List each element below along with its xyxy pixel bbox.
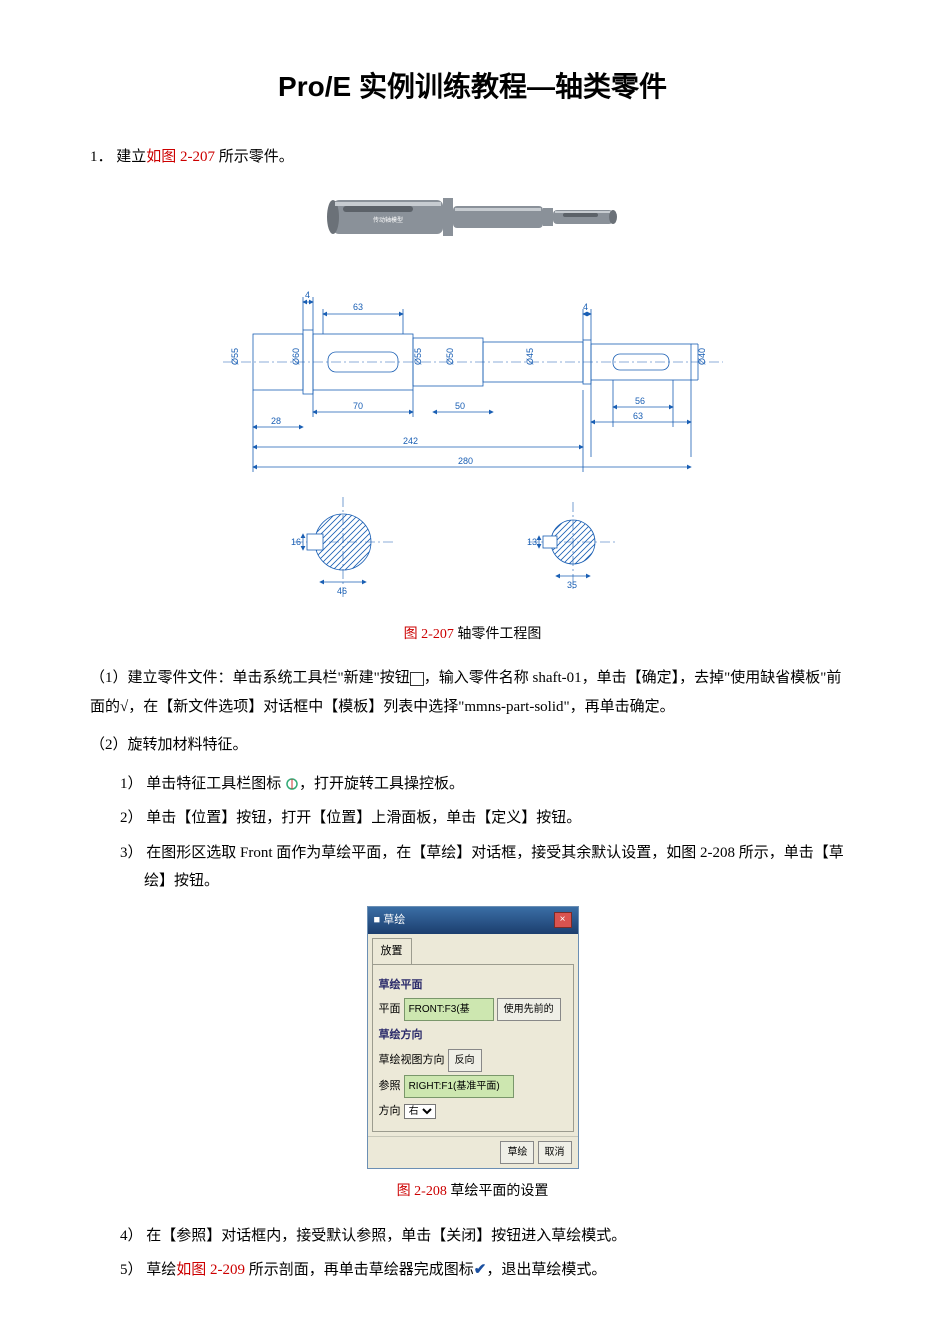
- step2-substeps: 1） 单击特征工具栏图标 ，打开旋转工具操控板。 2） 单击【位置】按钮，打开【…: [90, 770, 855, 896]
- shaft-3d-svg: 传动轴模型: [313, 182, 633, 252]
- s2-5-a: 5） 草绘: [120, 1262, 176, 1278]
- fig207-caption: 图 2-207 轴零件工程图: [90, 622, 855, 649]
- intro-figref: 如图 2-207: [146, 149, 215, 165]
- dlg-tabs: 放置: [368, 934, 578, 964]
- dlg-titlebar: ■ 草绘 ×: [368, 907, 578, 934]
- dim-280: 280: [458, 456, 473, 466]
- s2-4: 4） 在【参照】对话框内，接受默认参照，单击【关闭】按钮进入草绘模式。: [120, 1222, 855, 1251]
- dim-d50: Ø50: [445, 348, 455, 365]
- intro-num: 1．: [90, 149, 113, 165]
- fig207-caption-rest: 轴零件工程图: [454, 627, 542, 642]
- eng-drawing-svg: 4 63 4 Ø55 Ø60 Ø55 Ø50 Ø45 Ø40 70 50 56: [193, 262, 753, 612]
- fig208-caption: 图 2-208 草绘平面的设置: [90, 1179, 855, 1206]
- s2-5: 5） 草绘如图 2-209 所示剖面，再单击草绘器完成图标✔，退出草绘模式。: [120, 1256, 855, 1285]
- dim-56: 56: [635, 396, 645, 406]
- dlg-title: 草绘: [383, 914, 405, 926]
- select-dir[interactable]: 右: [404, 1104, 436, 1119]
- row-dir: 方向 右: [379, 1101, 567, 1122]
- dim-d40: Ø40: [697, 348, 707, 365]
- s2-1-a: 1） 单击特征工具栏图标: [120, 776, 281, 792]
- sketch-dialog: ■ 草绘 × 放置 草绘平面 平面 FRONT:F3(基 使用先前的 草绘方向 …: [367, 906, 579, 1169]
- dlg-close-button[interactable]: ×: [554, 912, 572, 928]
- btn-sketch[interactable]: 草绘: [500, 1141, 534, 1164]
- field-plane[interactable]: FRONT:F3(基: [404, 998, 494, 1021]
- s2-3: 3） 在图形区选取 Front 面作为草绘平面，在【草绘】对话框，接受其余默认设…: [120, 839, 855, 896]
- lbl-plane: 平面: [379, 1003, 401, 1015]
- intro-line: 1． 建立如图 2-207 所示零件。: [90, 143, 855, 172]
- dim-4: 4: [305, 290, 310, 300]
- fig-207-drawing: 4 63 4 Ø55 Ø60 Ø55 Ø50 Ø45 Ø40 70 50 56: [90, 262, 855, 612]
- dim-28: 28: [271, 416, 281, 426]
- dlg-pane: 草绘平面 平面 FRONT:F3(基 使用先前的 草绘方向 草绘视图方向 反向 …: [372, 964, 574, 1133]
- row-ref: 参照 RIGHT:F1(基准平面): [379, 1075, 567, 1098]
- s2-1: 1） 单击特征工具栏图标 ，打开旋转工具操控板。: [120, 770, 855, 799]
- step-1: （1）建立零件文件：单击系统工具栏"新建"按钮，输入零件名称 shaft-01，…: [90, 664, 855, 721]
- dim-d55: Ø55: [230, 348, 240, 365]
- grp-sketchplane: 草绘平面: [379, 975, 567, 996]
- sec-r-w: 35: [567, 580, 577, 590]
- btn-use-prev[interactable]: 使用先前的: [497, 998, 561, 1021]
- s2-1-b: ，打开旋转工具操控板。: [299, 776, 464, 792]
- dim-d45: Ø45: [525, 348, 535, 365]
- dlg-tab-placement[interactable]: 放置: [372, 938, 412, 964]
- check-icon: ✔: [474, 1262, 487, 1278]
- row-plane: 平面 FRONT:F3(基 使用先前的: [379, 998, 567, 1021]
- s2-5-red: 如图 2-209: [176, 1262, 245, 1278]
- s2-5-b: 所示剖面，再单击草绘器完成图标: [245, 1262, 474, 1278]
- sec-l-w: 46: [337, 586, 347, 596]
- step2-substeps-cont: 4） 在【参照】对话框内，接受默认参照，单击【关闭】按钮进入草绘模式。 5） 草…: [90, 1222, 855, 1285]
- lbl-dir: 方向: [379, 1105, 401, 1117]
- dim-d55b: Ø55: [413, 348, 423, 365]
- row-viewdir: 草绘视图方向 反向: [379, 1049, 567, 1072]
- intro-prefix: 建立: [116, 149, 146, 165]
- new-file-icon: [410, 672, 424, 686]
- fig208-caption-rest: 草绘平面的设置: [447, 1184, 549, 1199]
- lbl-ref: 参照: [379, 1080, 401, 1092]
- lbl-viewdir: 草绘视图方向: [379, 1054, 445, 1066]
- dim-242: 242: [403, 436, 418, 446]
- field-ref[interactable]: RIGHT:F1(基准平面): [404, 1075, 514, 1098]
- dim-d60: Ø60: [291, 348, 301, 365]
- sec-r-h: 13: [527, 537, 537, 547]
- step1-a: （1）建立零件文件：单击系统工具栏"新建"按钮: [90, 670, 410, 686]
- intro-suffix: 所示零件。: [215, 149, 294, 165]
- dlg-btnrow: 草绘 取消: [368, 1136, 578, 1168]
- dim-50: 50: [455, 401, 465, 411]
- fig-208-dialog-wrap: ■ 草绘 × 放置 草绘平面 平面 FRONT:F3(基 使用先前的 草绘方向 …: [90, 906, 855, 1169]
- s2-2: 2） 单击【位置】按钮，打开【位置】上滑面板，单击【定义】按钮。: [120, 804, 855, 833]
- dim-r63: 63: [633, 411, 643, 421]
- btn-cancel[interactable]: 取消: [538, 1141, 572, 1164]
- revolve-icon: [285, 777, 299, 791]
- dim-4b: 4: [583, 302, 588, 312]
- page-title: Pro/E 实例训练教程—轴类零件: [90, 60, 855, 113]
- step-2: （2）旋转加材料特征。: [90, 731, 855, 760]
- fig207-caption-red: 图 2-207: [404, 627, 454, 642]
- dlg-title-icon: ■ 草绘: [374, 910, 406, 931]
- fig208-caption-red: 图 2-208: [397, 1184, 447, 1199]
- dim-63: 63: [353, 302, 363, 312]
- fig-207-3d: 传动轴模型: [90, 182, 855, 252]
- dim-70: 70: [353, 401, 363, 411]
- s2-5-c: ，退出草绘模式。: [486, 1262, 606, 1278]
- btn-flip[interactable]: 反向: [448, 1049, 482, 1072]
- sec-l-h: 16: [291, 537, 301, 547]
- svg-text:传动轴模型: 传动轴模型: [373, 216, 403, 224]
- grp-sketchdir: 草绘方向: [379, 1025, 567, 1046]
